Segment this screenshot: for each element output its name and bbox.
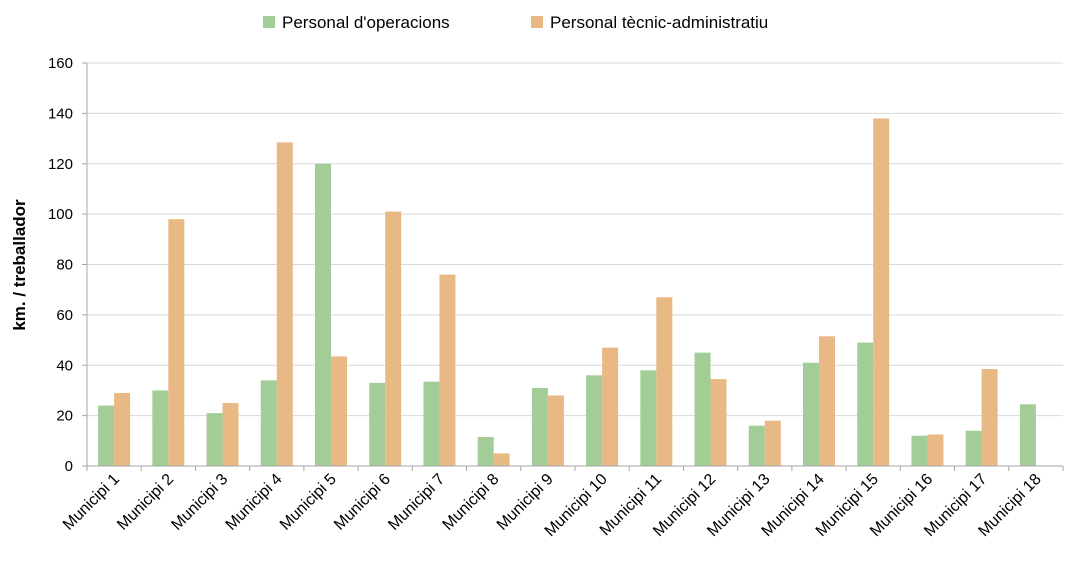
bar-tecnic-5 (331, 356, 347, 466)
bar-tecnic-2 (168, 219, 185, 466)
bar-tecnic-12 (710, 379, 727, 466)
bar-operacions-8 (477, 437, 494, 466)
bar-tecnic-17 (981, 369, 998, 466)
x-tick-label: Municipi 5 (277, 471, 340, 534)
bar-tecnic-10 (602, 347, 619, 466)
y-tick-label: 100 (48, 206, 73, 223)
bar-operacions-1 (98, 405, 115, 466)
bar-operacions-10 (586, 375, 603, 466)
bar-tecnic-14 (819, 336, 835, 466)
bar-operacions-7 (423, 381, 440, 466)
x-tick-label: Municipi 3 (168, 471, 231, 534)
bar-operacions-5 (315, 163, 331, 466)
bar-tecnic-3 (222, 403, 239, 466)
y-tick-label: 40 (56, 357, 73, 374)
y-tick-label: 80 (56, 257, 73, 274)
legend-swatch-1 (263, 16, 275, 28)
bar-tecnic-1 (114, 392, 131, 466)
bar-tecnic-16 (927, 434, 944, 466)
bar-tecnic-8 (493, 453, 510, 466)
bar-operacions-14 (803, 362, 819, 466)
bar-operacions-6 (369, 382, 386, 466)
bar-operacions-15 (857, 342, 874, 466)
legend-label-2: Personal tècnic-administratiu (550, 13, 768, 32)
y-tick-label: 140 (48, 105, 73, 122)
y-tick-label: 60 (56, 307, 73, 324)
legend-label-1: Personal d'operacions (282, 13, 450, 32)
legend: Personal d'operacions Personal tècnic-adm… (263, 13, 768, 32)
bar-tecnic-4 (276, 142, 293, 466)
legend-swatch-2 (531, 16, 543, 28)
bar-tecnic-7 (439, 274, 456, 466)
x-tick-label: Municipi 4 (223, 471, 286, 534)
bar-operacions-18 (1019, 404, 1036, 466)
bar-tecnic-6 (385, 211, 402, 466)
bar-operacions-17 (965, 430, 982, 466)
bar-operacions-16 (911, 435, 928, 466)
bar-tecnic-11 (656, 297, 673, 466)
bar-tecnic-15 (873, 118, 890, 466)
bar-tecnic-9 (547, 395, 564, 466)
x-tick-label: Municipi 2 (114, 471, 177, 534)
bar-tecnic-13 (764, 420, 781, 466)
y-tick-label: 20 (56, 408, 73, 425)
y-axis-label: km. / treballador (10, 199, 29, 331)
bar-operacions-13 (748, 425, 765, 466)
bar-operacions-3 (206, 413, 223, 466)
y-tick-label: 160 (48, 55, 73, 72)
bar-operacions-12 (694, 352, 711, 466)
x-tick-label: Municipi 6 (331, 471, 394, 534)
x-tick-label: Municipi 8 (440, 471, 503, 534)
bar-operacions-4 (260, 380, 277, 466)
bar-operacions-9 (531, 387, 548, 466)
bars (98, 118, 1036, 466)
x-tick-label: Municipi 7 (385, 471, 448, 534)
bar-operacions-2 (152, 390, 169, 466)
y-tick-label: 0 (65, 458, 73, 475)
y-tick-label: 120 (48, 156, 73, 173)
bar-operacions-11 (640, 370, 657, 466)
gridlines (87, 62, 1063, 417)
x-tick-label: Municipi 1 (60, 471, 123, 534)
